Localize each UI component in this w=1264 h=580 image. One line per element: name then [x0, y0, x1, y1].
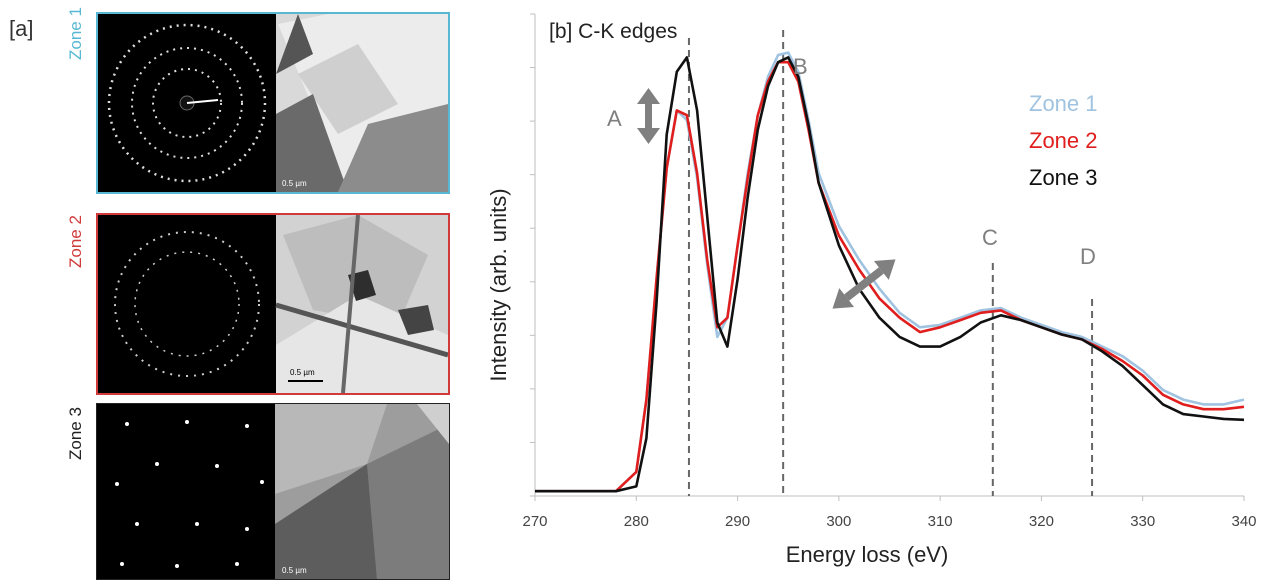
- panel-a-label: [a]: [9, 16, 34, 41]
- y-axis-label: Intensity (arb. units): [486, 188, 511, 381]
- x-tick-label: 340: [1231, 513, 1256, 530]
- x-tick-label: 270: [522, 513, 547, 530]
- chart-axes: 270 280 290 300 310 320 330 340: [522, 13, 1257, 530]
- eels-chart: 270 280 290 300 310 320 330 340 [b] C-K edges E…: [486, 13, 1257, 567]
- legend-zone-1: Zone 1: [1029, 91, 1098, 116]
- legend-zone-2: Zone 2: [1029, 128, 1098, 153]
- zone-3-images: 0.5 µm: [96, 403, 450, 580]
- zone-2-diffraction-rings: [114, 231, 260, 377]
- x-tick-label: 300: [826, 513, 851, 530]
- zone-3-label: Zone 3: [66, 407, 85, 460]
- x-axis-label: Energy loss (eV): [786, 542, 949, 567]
- zone-2-diffraction-pattern: [98, 215, 276, 393]
- zone-3-diffraction-spots: [115, 420, 264, 568]
- zone-2-images: 0.5 µm: [96, 213, 450, 395]
- zone-2-scale-bar: 0.5 µm: [290, 368, 315, 377]
- double-arrow-diagonal-icon: [832, 259, 896, 309]
- series-lines: [535, 51, 1245, 493]
- marker-label-c: C: [982, 225, 998, 250]
- x-tick-label: 290: [725, 513, 750, 530]
- zone-1-images: 0.5 µm: [96, 12, 450, 194]
- marker-lines: [687, 30, 1094, 496]
- x-tick-label: 330: [1130, 513, 1155, 530]
- zone-2-label: Zone 2: [66, 215, 85, 268]
- zone-1-diffraction-rings: [107, 23, 267, 183]
- double-arrow-vertical-icon: [637, 88, 660, 144]
- x-tick-label: 320: [1029, 513, 1054, 530]
- marker-label-a: A: [607, 106, 622, 131]
- legend: Zone 1 Zone 2 Zone 3: [1029, 91, 1098, 190]
- chart-title: [b] C-K edges: [549, 20, 677, 43]
- marker-label-b: B: [793, 54, 808, 79]
- marker-label-d: D: [1080, 244, 1096, 269]
- zone-3-diffraction-pattern: [97, 404, 275, 579]
- zone-3-scale-bar: 0.5 µm: [282, 566, 307, 575]
- zone-1-scale-bar: 0.5 µm: [282, 179, 307, 188]
- legend-zone-3: Zone 3: [1029, 165, 1098, 190]
- zone-1-label: Zone 1: [66, 7, 85, 60]
- x-tick-label: 280: [624, 513, 649, 530]
- annotations: [637, 88, 896, 309]
- x-tick-label: 310: [928, 513, 953, 530]
- series-line-zone-3: [535, 56, 1245, 493]
